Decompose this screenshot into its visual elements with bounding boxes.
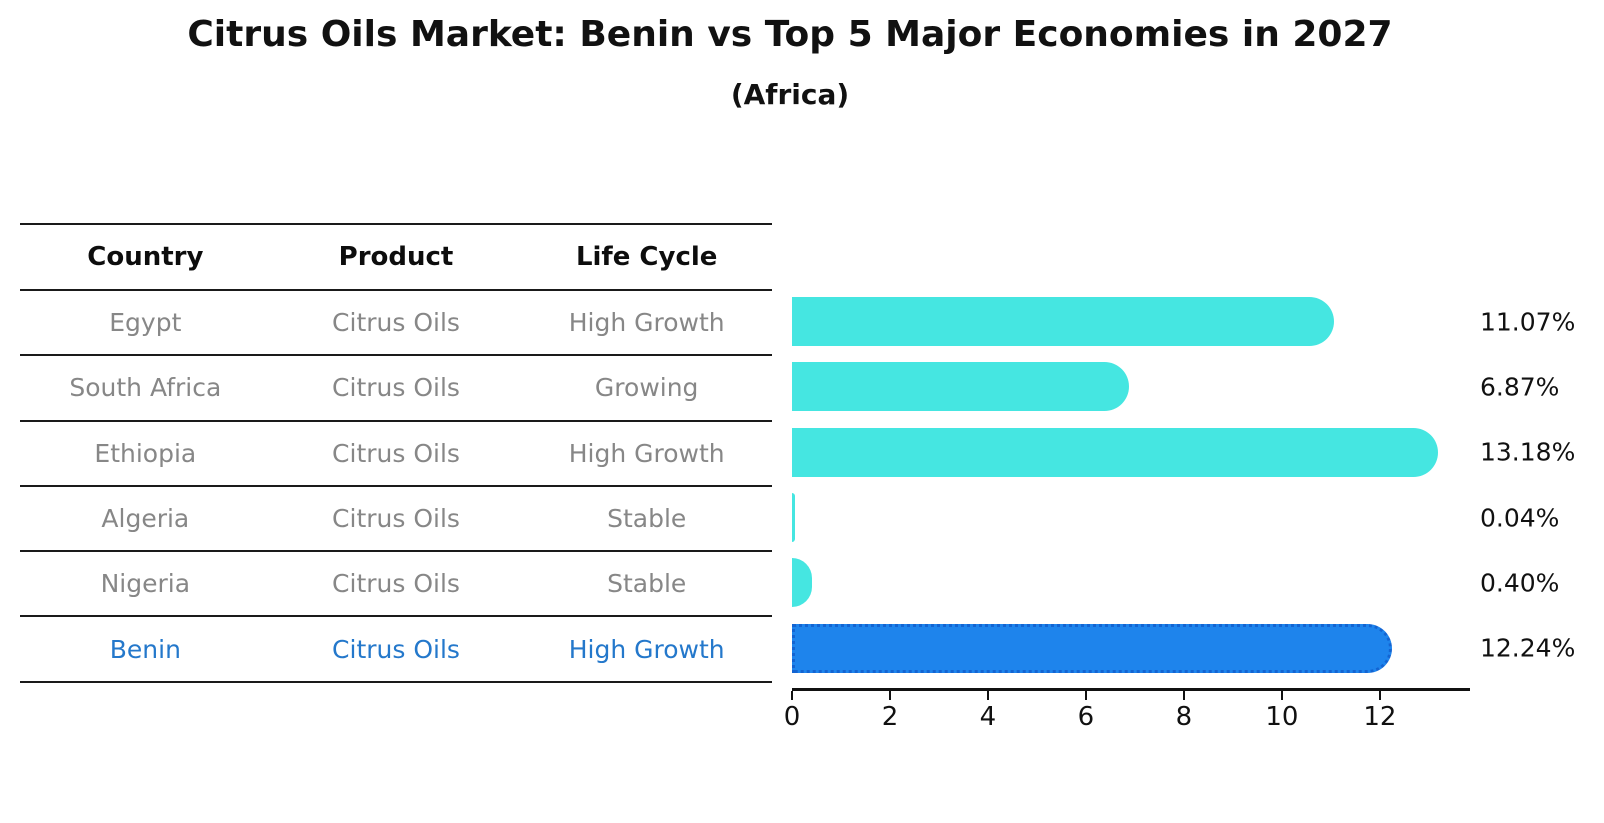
value-label-south-africa: 6.87% (1480, 372, 1560, 402)
x-axis-tick-label: 4 (979, 702, 997, 732)
x-axis-tick (986, 691, 989, 700)
value-label-ethiopia: 13.18% (1480, 437, 1576, 467)
chart-subtitle: (Africa) (730, 78, 850, 111)
x-axis-tick (1182, 691, 1185, 700)
x-axis-tick-label: 12 (1363, 702, 1397, 732)
x-axis-tick-label: 6 (1077, 702, 1095, 732)
x-axis-tick-label: 8 (1175, 702, 1193, 732)
cell-life-cycle: Stable (607, 569, 687, 599)
value-label-benin: 12.24% (1480, 633, 1576, 663)
x-axis-tick-label: 0 (783, 702, 801, 732)
x-axis-tick (791, 691, 793, 700)
cell-product: Citrus Oils (332, 308, 460, 338)
cell-country: Benin (109, 634, 181, 664)
x-axis-tick (1378, 691, 1381, 700)
cell-country: Egypt (109, 308, 182, 338)
table-row-benin: Benin Citrus Oils High Growth (20, 615, 772, 680)
table-row-nigeria: Nigeria Citrus Oils Stable (20, 550, 772, 615)
x-axis-tick (1084, 691, 1087, 700)
header-life-cycle: Life Cycle (575, 242, 718, 272)
cell-life-cycle: High Growth (568, 634, 725, 664)
cell-life-cycle: Stable (607, 504, 687, 534)
bar-algeria (792, 493, 795, 543)
header-country: Country (87, 242, 204, 272)
cell-life-cycle: High Growth (568, 438, 725, 468)
x-axis-tick-label: 10 (1265, 702, 1299, 732)
bar-benin (792, 623, 1392, 673)
table-row-algeria: Algeria Citrus Oils Stable (20, 484, 772, 550)
cell-product: Citrus Oils (332, 438, 460, 468)
table-row-ethiopia: Ethiopia Citrus Oils High Growth (20, 419, 772, 485)
bar-south-africa (792, 362, 1129, 412)
cell-country: Algeria (101, 504, 190, 534)
bar-egypt (792, 297, 1335, 347)
country-table: Country Product Life Cycle Egypt Citrus O… (20, 223, 772, 683)
x-axis-tick (1280, 691, 1283, 700)
cell-life-cycle: Growing (594, 373, 699, 403)
cell-country: Nigeria (100, 569, 191, 599)
table-row-south-africa: South Africa Citrus Oils Growing (20, 354, 772, 419)
value-label-egypt: 11.07% (1480, 307, 1576, 337)
cell-product: Citrus Oils (332, 634, 460, 664)
value-label-nigeria: 0.40% (1480, 568, 1560, 598)
x-axis-spine (792, 688, 1470, 691)
x-axis-tick (888, 691, 891, 700)
cell-product: Citrus Oils (332, 373, 460, 403)
cell-life-cycle: High Growth (568, 308, 725, 338)
cell-product: Citrus Oils (332, 504, 460, 534)
cell-product: Citrus Oils (332, 569, 460, 599)
cell-country: South Africa (69, 373, 222, 403)
value-label-algeria: 0.04% (1480, 503, 1560, 533)
bar-ethiopia (792, 427, 1438, 477)
bar-nigeria (792, 558, 812, 608)
table-header-row: Country Product Life Cycle (20, 225, 772, 289)
header-product: Product (338, 242, 454, 272)
cell-country: Ethiopia (94, 438, 197, 468)
table-row-egypt: Egypt Citrus Oils High Growth (20, 289, 772, 354)
x-axis-tick-label: 2 (881, 702, 899, 732)
chart-title: Citrus Oils Market: Benin vs Top 5 Major… (187, 14, 1393, 55)
table-body: Egypt Citrus Oils High Growth South Africa C… (20, 289, 772, 681)
